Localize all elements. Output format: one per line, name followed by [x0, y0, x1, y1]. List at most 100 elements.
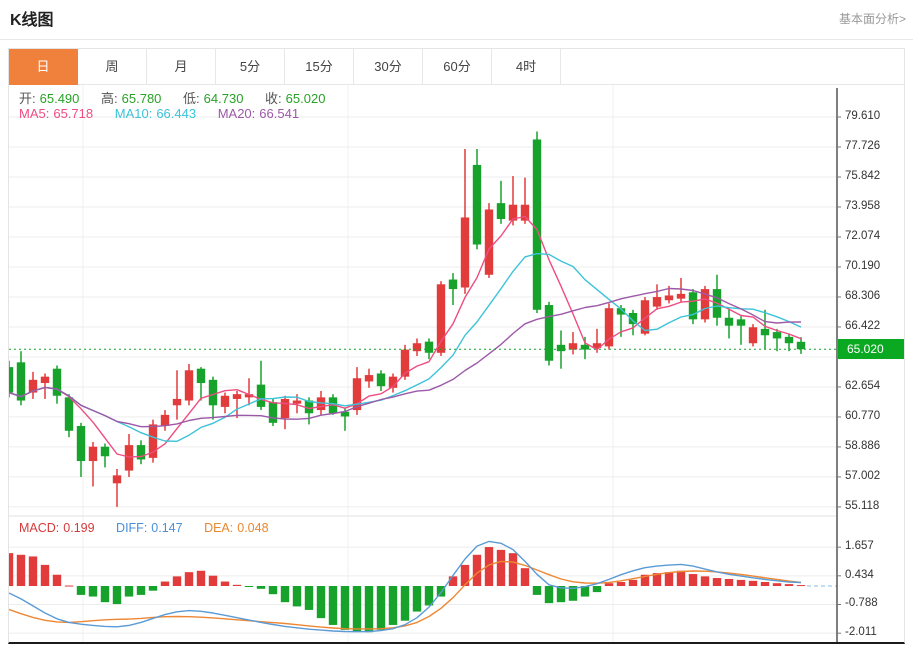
macd-bar	[412, 586, 422, 612]
candle-body-up	[604, 308, 614, 347]
macd-bar	[616, 582, 626, 586]
candle-body-down	[256, 384, 266, 407]
high-label: 高:	[101, 91, 118, 106]
macd-bar	[604, 583, 614, 586]
candle-body-up	[184, 370, 194, 401]
macd-bar	[424, 586, 434, 606]
macd-bar	[208, 575, 218, 586]
chart-canvas[interactable]	[9, 85, 904, 642]
candle-body-down	[556, 344, 566, 352]
macd-bar	[700, 576, 710, 586]
macd-bar	[196, 570, 206, 586]
candle-body-up	[220, 395, 230, 407]
tab-60分[interactable]: 60分	[423, 49, 492, 85]
macd-bar	[712, 578, 722, 586]
candle-body-up	[652, 297, 662, 307]
macd-bar	[88, 586, 98, 597]
candle-body-down	[52, 368, 62, 396]
macd-bar	[28, 556, 38, 586]
candle-body-down	[136, 445, 146, 460]
candle-body-up	[508, 204, 518, 221]
y-axis-label: -0.788	[845, 597, 878, 610]
macd-bar	[736, 579, 746, 586]
candle-body-up	[484, 209, 494, 275]
candle-body-down	[448, 279, 458, 290]
candle-body-up	[664, 295, 674, 301]
candle-body-up	[244, 394, 254, 398]
ma10-line	[9, 252, 802, 442]
macd-bar	[436, 586, 446, 597]
macd-bar	[184, 572, 194, 586]
candle-body-down	[208, 379, 218, 406]
macd-bar	[256, 586, 266, 589]
ma5-value: 65.718	[53, 106, 94, 121]
ma-legend: MA5: 65.718 MA10: 66.443 MA20: 66.541	[19, 106, 303, 121]
macd-bar	[148, 586, 158, 591]
candle-body-up	[124, 445, 134, 471]
y-axis-label: 60.770	[845, 409, 881, 422]
ma5-line	[9, 215, 802, 458]
macd-bar	[364, 586, 374, 633]
macd-bar	[592, 586, 602, 593]
macd-bar	[568, 586, 578, 601]
macd-bar	[9, 553, 14, 586]
candle-body-down	[772, 332, 782, 339]
macd-bar	[244, 586, 254, 587]
tab-周[interactable]: 周	[78, 49, 147, 85]
macd-bar	[460, 564, 470, 586]
candle-body-down	[268, 402, 278, 423]
current-price-badge: 65.020	[838, 339, 904, 359]
macd-bar	[40, 564, 50, 586]
macd-bar	[760, 582, 770, 586]
macd-bar	[628, 579, 638, 586]
macd-label: MACD:	[19, 521, 60, 535]
macd-bar	[724, 578, 734, 586]
macd-bar	[100, 586, 110, 603]
candle-body-down	[784, 336, 794, 344]
candle-body-down	[796, 341, 806, 350]
candle-body-up	[112, 475, 122, 484]
ma20-label: MA20:	[217, 106, 256, 121]
macd-bar	[652, 573, 662, 586]
macd-bar	[532, 586, 542, 595]
y-axis-label: 66.422	[845, 319, 881, 332]
period-tabbar: 日周月 5分 15分 30分 60分 4时	[9, 49, 904, 85]
macd-bar	[352, 586, 362, 632]
macd-bar	[124, 586, 134, 597]
tab-日[interactable]: 日	[9, 49, 78, 85]
ma10-label: MA10:	[114, 106, 153, 121]
tab-15分[interactable]: 15分	[285, 49, 354, 85]
candle-body-down	[628, 312, 638, 325]
tab-4时[interactable]: 4时	[492, 49, 561, 85]
macd-bar	[748, 580, 758, 586]
candle-body-down	[9, 367, 14, 393]
candle-body-down	[688, 292, 698, 320]
macd-bar	[484, 547, 494, 586]
dea-value: 0.048	[237, 521, 269, 535]
ohlc-legend: 开: 65.490 高: 65.780 低: 64.730 收: 65.020	[19, 88, 329, 107]
y-axis-label: 68.306	[845, 289, 881, 302]
ma20-line	[9, 287, 802, 428]
tab-30分[interactable]: 30分	[354, 49, 423, 85]
macd-bar	[112, 586, 122, 605]
tab-5分[interactable]: 5分	[216, 49, 285, 85]
macd-bar	[16, 554, 26, 586]
macd-legend: MACD: 0.199 DIFF: 0.147 DEA: 0.048	[19, 521, 273, 535]
candle-body-down	[472, 164, 482, 245]
candle-body-up	[460, 217, 470, 288]
low-label: 低:	[183, 91, 200, 106]
candle-body-up	[172, 398, 182, 406]
candle-body-down	[496, 203, 506, 220]
candle-body-up	[520, 204, 530, 221]
tab-月[interactable]: 月	[147, 49, 216, 85]
candle-body-down	[424, 341, 434, 353]
candle-body-down	[340, 411, 350, 417]
candle-body-up	[412, 343, 422, 352]
ma5-label: MA5:	[19, 106, 50, 121]
candle-body-up	[640, 300, 650, 334]
fundamental-analysis-link[interactable]: 基本面分析>	[838, 12, 906, 26]
open-value: 65.490	[39, 91, 80, 106]
macd-bar	[136, 586, 146, 595]
candle-body-down	[376, 373, 386, 387]
candle-body-up	[400, 349, 410, 377]
